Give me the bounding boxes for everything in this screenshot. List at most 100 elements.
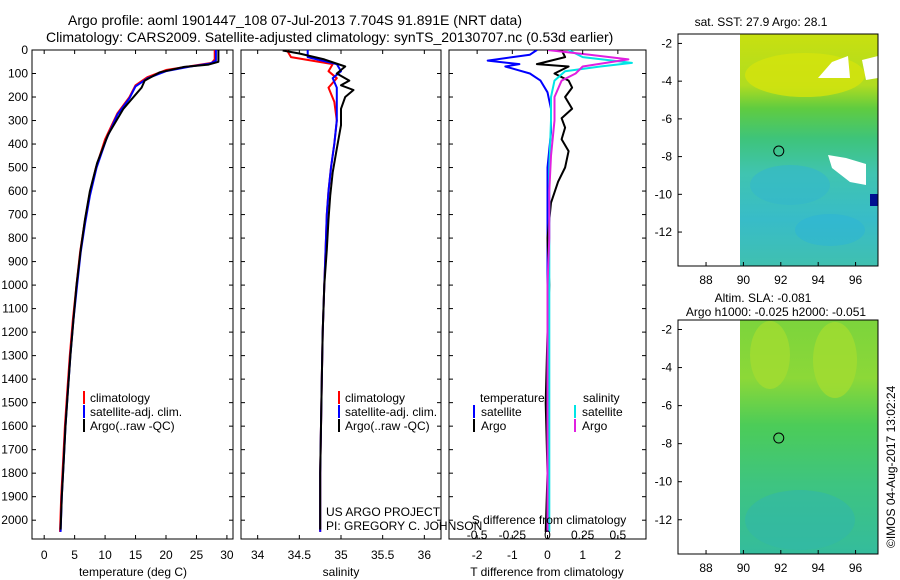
legend-label-satellite: satellite-adj. clim.: [90, 405, 182, 419]
legend-label-s-argo: Argo: [582, 419, 608, 433]
salinity-lines: [282, 50, 355, 532]
legend-header-salinity: salinity: [583, 391, 620, 405]
map-y-tick-label: -10: [655, 475, 673, 489]
salinity-xlabel: salinity: [323, 565, 360, 579]
map-x-tick-label: 92: [774, 561, 788, 575]
depth-tick-label: 700: [8, 208, 28, 222]
x-tick-label: 1: [579, 548, 586, 562]
map-x-tick-label: 88: [699, 273, 713, 287]
sla-map-ticks: 88 90 92 94 96 -2 -4 -6 -8 -10 -12: [655, 323, 863, 575]
map-x-tick-label: 88: [699, 561, 713, 575]
sla-map-frame: [677, 319, 879, 555]
temperature-axes-frame: [31, 49, 234, 540]
legend-label-s-satellite: satellite: [582, 405, 623, 419]
map-y-tick-label: -4: [661, 74, 672, 88]
chart-title-line2: Climatology: CARS2009. Satellite-adjuste…: [46, 29, 614, 45]
temperature-legend: climatology satellite-adj. clim. Argo(..…: [83, 391, 182, 433]
depth-tick-label: 400: [8, 137, 28, 151]
legend-label-climatology: climatology: [90, 391, 150, 405]
depth-tick-label: 1500: [1, 396, 28, 410]
depth-tick-label: 1200: [1, 325, 28, 339]
temperature-xlabel: temperature (deg C): [79, 565, 187, 579]
sst-map-panel: sat. SST: 27.9 Argo: 28.1 88 90 92 94 96 -2 -4…: [655, 15, 879, 287]
annotation-project: US ARGO PROJECT: [326, 505, 441, 519]
top-x-tick-label: -0.25: [499, 528, 527, 542]
map-x-tick-label: 90: [737, 273, 751, 287]
legend-label-t-satellite: satellite: [481, 405, 522, 419]
difference-xlabel: T difference from climatology: [470, 565, 624, 579]
x-tick-label: 36: [418, 548, 432, 562]
x-tick-label: 30: [220, 548, 234, 562]
map-y-tick-label: -8: [661, 150, 672, 164]
argo-float-marker: [773, 432, 785, 444]
top-x-tick-label: -0.5: [467, 528, 488, 542]
sst-land-cell: [870, 194, 878, 206]
timestamp-credit: ©IMOS 04-Aug-2017 13:02:24: [884, 385, 898, 548]
annotation-pi: PI: GREGORY C. JOHNSON: [326, 519, 482, 533]
sla-high-patch: [750, 321, 790, 389]
map-x-tick-label: 92: [774, 273, 788, 287]
x-tick-label: 34: [251, 548, 265, 562]
depth-tick-label: 1300: [1, 349, 28, 363]
depth-axis: 0 100 200 300 400 500 600 700 800 900 1000 1100 1200…: [1, 43, 646, 527]
map-x-tick-label: 94: [812, 273, 826, 287]
x-ticks: 0 5 10 15 20 25 30 34 34.5 35 35.5 36 -2 -1 0 1 2 -0.5 -0.…: [41, 50, 627, 562]
series-line-climatology: [59, 50, 216, 532]
depth-tick-label: 300: [8, 114, 28, 128]
salinity-legend: climatology satellite-adj. clim. Argo(..…: [326, 391, 482, 533]
sst-no-data: [818, 56, 850, 78]
depth-tick-label: 900: [8, 255, 28, 269]
x-tick-label: 15: [129, 548, 143, 562]
x-tick-label: 0: [544, 548, 551, 562]
series-line-argo-raw-qc-: [59, 50, 220, 530]
top-x-tick-label: 0: [544, 528, 551, 542]
depth-tick-label: 2000: [1, 513, 28, 527]
series-line-s-argo: [546, 50, 630, 532]
x-tick-label: 35.5: [371, 548, 395, 562]
legend-label-t-argo: Argo: [481, 419, 507, 433]
map-x-tick-label: 90: [737, 561, 751, 575]
sst-cool-patch: [750, 165, 830, 205]
sla-title-line2: Argo h1000: -0.025 h2000: -0.051: [686, 305, 866, 319]
sst-map-title: sat. SST: 27.9 Argo: 28.1: [695, 15, 828, 29]
x-tick-label: 0: [41, 548, 48, 562]
depth-tick-label: 1900: [1, 490, 28, 504]
chart-title-line1: Argo profile: aoml 1901447_108 07-Jul-20…: [68, 12, 523, 28]
legend-label-climatology: climatology: [345, 391, 405, 405]
depth-tick-label: 200: [8, 90, 28, 104]
top-x-tick-label: 0.5: [610, 528, 627, 542]
x-tick-label: 34.5: [288, 548, 312, 562]
depth-tick-label: 1700: [1, 443, 28, 457]
x-tick-label: -2: [472, 548, 483, 562]
map-x-tick-label: 94: [812, 561, 826, 575]
sst-map-frame: [677, 33, 879, 267]
sla-low-patch: [745, 490, 855, 550]
x-tick-label: 25: [190, 548, 204, 562]
x-tick-label: 5: [71, 548, 78, 562]
temperature-lines: [59, 50, 220, 532]
x-tick-label: 2: [615, 548, 622, 562]
depth-tick-label: 500: [8, 161, 28, 175]
depth-tick-label: 0: [21, 43, 28, 57]
depth-tick-label: 1600: [1, 419, 28, 433]
series-line-climatology: [285, 50, 338, 532]
legend-label-argo: Argo(..raw -QC): [345, 419, 430, 433]
map-x-tick-label: 96: [849, 273, 863, 287]
series-line-s-satellite: [548, 50, 633, 532]
sst-map-ticks: 88 90 92 94 96 -2 -4 -6 -8 -10 -12: [655, 36, 863, 287]
series-line-satellite-adj-clim-: [59, 50, 217, 532]
x-tick-label: 35: [334, 548, 348, 562]
difference-legend: temperature salinity satellite Argo sate…: [473, 391, 623, 433]
map-y-tick-label: -8: [661, 437, 672, 451]
depth-tick-label: 1800: [1, 466, 28, 480]
map-y-tick-label: -2: [661, 36, 672, 50]
sst-no-data: [828, 155, 866, 185]
sst-cool-patch: [795, 214, 865, 246]
depth-tick-label: 800: [8, 231, 28, 245]
map-x-tick-label: 96: [849, 561, 863, 575]
x-tick-label: 20: [159, 548, 173, 562]
map-y-tick-label: -12: [655, 225, 673, 239]
depth-tick-label: 600: [8, 184, 28, 198]
series-line-argo-raw-qc-: [282, 50, 355, 530]
